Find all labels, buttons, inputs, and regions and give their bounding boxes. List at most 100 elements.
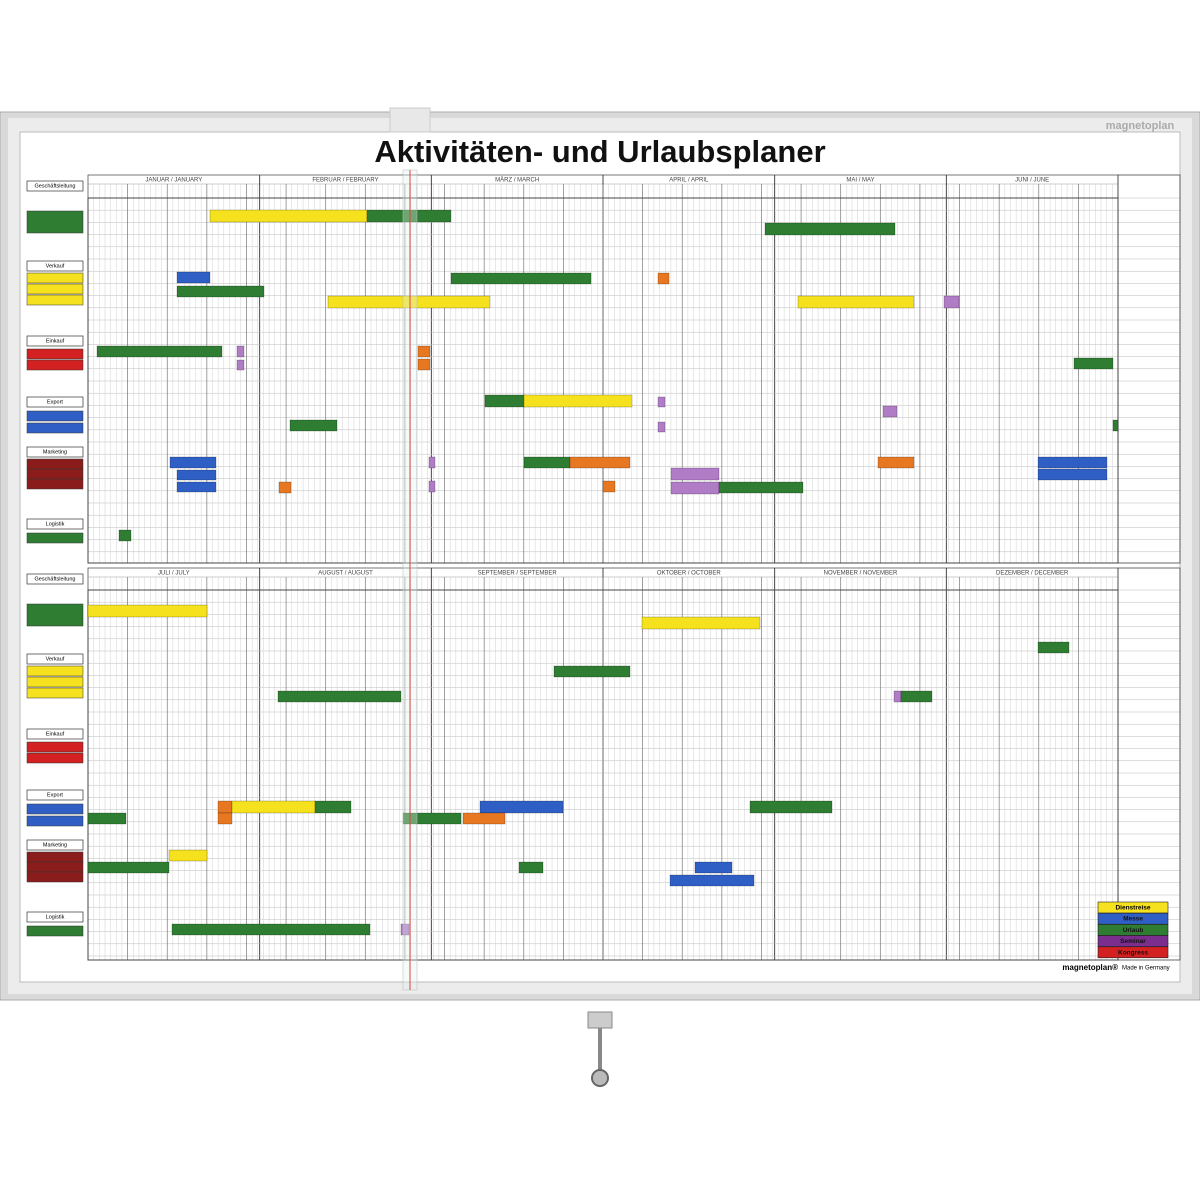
magnet	[277, 690, 402, 703]
group-strip	[26, 861, 84, 873]
magnet	[877, 456, 915, 469]
month-label: SEPTEMBER / SEPTEMBER	[478, 571, 558, 577]
notes-column	[1117, 567, 1181, 961]
brand-badge: magnetoplan	[1106, 120, 1175, 132]
hanger-clip	[587, 1011, 613, 1029]
group-strip	[26, 478, 84, 490]
magnet	[87, 604, 208, 618]
magnet	[749, 800, 833, 814]
magnet	[657, 421, 666, 433]
group-label: Verkauf	[46, 263, 65, 269]
magnet	[176, 469, 217, 481]
group-strip	[26, 359, 84, 371]
group-tag	[26, 396, 84, 408]
group-tag	[26, 335, 84, 347]
magnet	[523, 456, 571, 469]
magnet	[217, 800, 233, 814]
group-strip	[26, 752, 84, 764]
group-strip	[26, 803, 84, 815]
group-strip	[26, 871, 84, 883]
group-label: Geschäftsleitung	[35, 183, 76, 189]
legend: Dienstreise Messe Urlaub Seminar Kongress	[1097, 901, 1169, 959]
magnet	[670, 467, 720, 481]
group-tag	[26, 573, 84, 585]
magnet	[657, 272, 670, 285]
magnet	[518, 861, 544, 874]
magnet	[1037, 641, 1070, 654]
group-strip	[26, 272, 84, 284]
group-strip	[26, 851, 84, 863]
group-label: Einkauf	[46, 338, 65, 344]
group-label: Export	[47, 399, 63, 405]
group-tag	[26, 446, 84, 458]
magnet	[176, 285, 265, 298]
magnet	[479, 800, 564, 814]
legend-label: Messe	[1123, 916, 1143, 923]
group-strip	[26, 603, 84, 627]
month-label: OKTOBER / OCTOBER	[657, 571, 721, 577]
month-label: JULI / JULY	[158, 571, 190, 577]
group-tag	[26, 789, 84, 801]
magnet	[669, 874, 755, 887]
legend-swatch	[1097, 946, 1169, 959]
magnet	[882, 405, 898, 418]
group-tag	[26, 839, 84, 851]
group-strip	[26, 532, 84, 544]
magnet	[236, 345, 245, 358]
board-surface	[19, 131, 1181, 983]
magnet	[176, 271, 211, 284]
magnet	[797, 295, 915, 309]
group-strip	[26, 294, 84, 306]
legend-label: Urlaub	[1123, 927, 1144, 934]
group-label: Logistik	[46, 521, 65, 527]
grid: JANUAR / JANUARY FEBRUAR / FEBRUARY MÄRZ /…	[87, 174, 1181, 961]
magnet	[417, 358, 431, 371]
group-labels: Geschäftsleitung Verkauf Einkauf Export Mark…	[26, 180, 84, 937]
magnet	[168, 849, 208, 862]
magnet	[96, 345, 223, 358]
magnet	[171, 923, 371, 936]
hanger-ring	[591, 1069, 609, 1087]
month-label: DEZEMBER / DECEMBER	[996, 571, 1069, 577]
group-label: Logistik	[46, 914, 65, 920]
group-strip	[26, 410, 84, 422]
month-label: JUNI / JUNE	[1015, 178, 1049, 184]
group-label: Verkauf	[46, 656, 65, 662]
magnet	[169, 456, 217, 469]
group-label: Geschäftsleitung	[35, 576, 76, 582]
group-strip	[26, 741, 84, 753]
magnet	[209, 209, 368, 223]
group-tag	[26, 518, 84, 530]
group-label: Einkauf	[46, 731, 65, 737]
magnet	[553, 665, 631, 678]
magnet	[428, 456, 436, 469]
footer-brand: magnetoplan®	[1062, 963, 1118, 972]
magnet	[523, 394, 633, 408]
group-label: Marketing	[43, 449, 67, 455]
month-label: MAI / MAY	[846, 178, 874, 184]
ruler-clip	[389, 107, 431, 133]
legend-label: Dienstreise	[1115, 905, 1150, 912]
month-label: JANUAR / JANUARY	[145, 178, 202, 184]
magnet	[893, 690, 902, 703]
group-tag	[26, 728, 84, 740]
month-label: APRIL / APRIL	[669, 178, 709, 184]
magnet	[289, 419, 338, 432]
group-label: Export	[47, 792, 63, 798]
group-tag	[26, 180, 84, 192]
month-label: MÄRZ / MARCH	[495, 177, 539, 184]
magnet	[657, 396, 666, 408]
group-strip	[26, 210, 84, 234]
month-label: NOVEMBER / NOVEMBER	[824, 571, 898, 577]
magnet	[327, 295, 491, 309]
magnet	[641, 616, 761, 630]
magnet	[670, 481, 720, 495]
magnet	[764, 222, 896, 236]
magnet	[450, 272, 592, 285]
magnet	[718, 481, 804, 494]
magnet	[428, 480, 436, 493]
group-strip	[26, 468, 84, 480]
group-strip	[26, 283, 84, 295]
magnet	[366, 209, 452, 223]
